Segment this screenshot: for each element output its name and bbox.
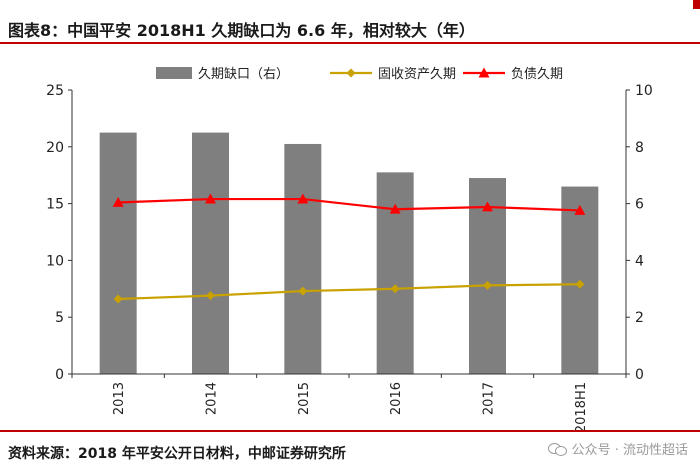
asset-duration-point-2018H1: [575, 279, 585, 289]
source-note: 资料来源：2018 年平安公开日材料，中邮证券研究所: [8, 446, 346, 462]
x-tick-label-2015: 2015: [297, 382, 312, 415]
liability-duration-point-2014: [205, 193, 216, 204]
x-tick-label-2017: 2017: [482, 382, 497, 415]
x-tick-label-2013: 2013: [112, 382, 127, 415]
footer-divider: [0, 430, 700, 432]
right-tick-label: 2: [635, 310, 644, 326]
left-tick-label: 5: [55, 310, 64, 326]
legend-bar-swatch: [156, 67, 192, 79]
legend-gap-label: 久期缺口（右）: [198, 67, 289, 82]
right-tick-label: 6: [635, 197, 644, 213]
figure-header: 图表8：中国平安 2018H1 久期缺口为 6.6 年，相对较大（年）: [0, 0, 700, 44]
asset-duration-point-2015: [298, 286, 308, 296]
title-divider: [0, 42, 700, 44]
liability-duration-point-2015: [297, 193, 309, 204]
legend-asset-label: 固收资产久期: [378, 67, 456, 82]
right-tick-label: 10: [635, 83, 653, 99]
right-tick-label: 4: [635, 253, 644, 269]
left-tick-label: 25: [46, 83, 64, 99]
bar-gap-2015: [284, 143, 322, 374]
liability-duration-point-2018H1: [574, 204, 586, 215]
watermark-text: 公众号 · 流动性超话: [571, 443, 688, 458]
asset-duration-line: [118, 283, 580, 301]
left-tick-label: 10: [46, 253, 64, 269]
bar-gap-2013: [99, 132, 137, 374]
legend-asset-swatch-marker: [346, 68, 356, 78]
left-tick-label: 20: [46, 140, 64, 156]
duration-chart: 0 5 10 15 20 25 0 2 4 6 8 10 2013 2014 2015 2016 2017 201…: [46, 67, 653, 430]
asset-duration-point-2014: [206, 291, 215, 301]
figure-title: 图表8：中国平安 2018H1 久期缺口为 6.6 年，相对较大（年）: [8, 21, 475, 40]
watermark: 公众号 · 流动性超话: [547, 439, 688, 458]
liability-duration-point-2016: [389, 203, 401, 214]
header-accent-mark: [693, 0, 700, 9]
asset-duration-point-2013: [113, 294, 123, 304]
liability-duration-point-2013: [112, 196, 124, 207]
legend-liability-label: 负债久期: [511, 67, 563, 82]
right-tick-label: 8: [635, 140, 644, 156]
x-tick-label-2018H1: 2018H1: [574, 382, 589, 430]
x-tick-label-2016: 2016: [389, 382, 404, 415]
right-tick-label: 0: [635, 367, 644, 383]
liability-duration-point-2017: [482, 201, 493, 212]
x-tick-label-2014: 2014: [205, 382, 220, 415]
left-tick-label: 15: [46, 197, 64, 213]
bar-gap-2014: [192, 132, 229, 374]
asset-duration-point-2016: [390, 284, 400, 294]
left-tick-label: 0: [55, 367, 64, 383]
legend-liability-swatch-marker: [478, 67, 490, 78]
bar-gap-2016: [376, 172, 414, 374]
liability-duration-line: [118, 197, 580, 212]
wechat-icon: [547, 441, 568, 457]
asset-duration-point-2017: [483, 280, 492, 290]
